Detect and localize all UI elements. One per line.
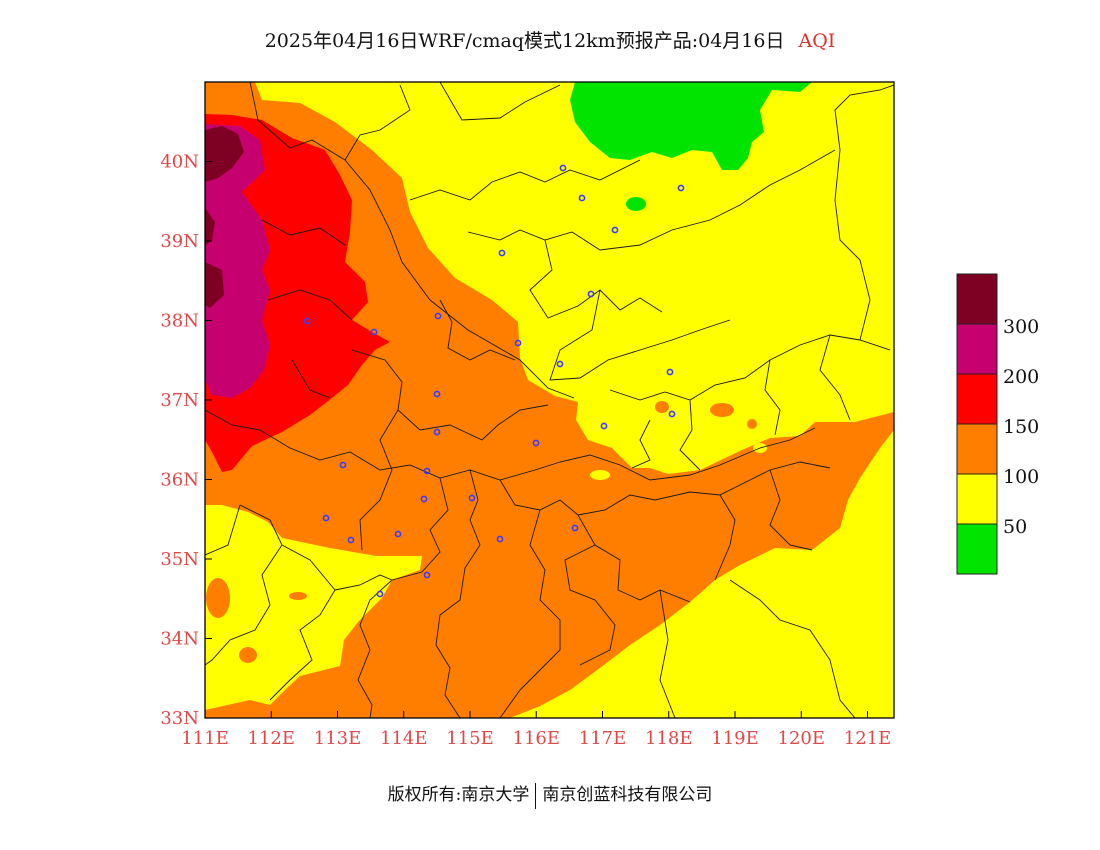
lat-tick-label: 34N	[160, 629, 199, 650]
city-marker	[668, 410, 676, 418]
city-marker	[433, 428, 441, 436]
city-marker	[578, 194, 586, 202]
city-marker	[303, 317, 311, 325]
city-marker	[433, 390, 441, 398]
lat-tick-label: 40N	[160, 152, 199, 173]
aqi-zone-good	[570, 82, 812, 170]
lon-tick-label: 121E	[844, 728, 892, 749]
city-marker	[496, 535, 504, 543]
city-marker	[420, 495, 428, 503]
province-boundaries	[205, 82, 894, 718]
aqi-zone-good-spot	[626, 197, 646, 211]
lon-tick-label: 116E	[513, 728, 561, 749]
city-marker	[423, 571, 431, 579]
map-area	[205, 82, 894, 718]
aqi-legend: 300 200 150 100 50	[956, 273, 1039, 575]
aqi-zone-usg-spot	[239, 647, 257, 663]
copyright-text: 版权所有:南京大学	[387, 785, 530, 805]
aqi-zone-hazardous	[205, 208, 215, 246]
legend-swatch-usg	[957, 424, 997, 474]
lon-tick-label: 120E	[778, 728, 826, 749]
legend-label: 150	[1003, 416, 1039, 438]
city-marker	[376, 590, 384, 598]
product-label: AQI	[798, 30, 836, 52]
lon-tick-label: 115E	[446, 728, 494, 749]
city-marker	[423, 467, 431, 475]
legend-swatch-very-unhealthy	[957, 324, 997, 374]
aqi-zone-usg-spot	[289, 592, 307, 600]
city-marker	[394, 530, 402, 538]
aqi-zone-usg-spot	[710, 403, 734, 417]
lat-tick-label: 37N	[160, 390, 199, 411]
lat-tick-label: 39N	[160, 231, 199, 252]
city-marker	[434, 312, 442, 320]
city-marker	[587, 290, 595, 298]
aqi-zone-moderate-spot	[590, 470, 610, 480]
lon-tick-label: 111E	[181, 728, 229, 749]
city-marker	[322, 514, 330, 522]
company-text: 南京创蓝科技有限公司	[542, 785, 713, 805]
city-marker	[666, 368, 674, 376]
city-marker	[514, 339, 522, 347]
city-marker	[600, 422, 608, 430]
longitude-axis: 111E 112E 113E 114E 115E 116E 117E 118E 119E 120E…	[181, 711, 891, 749]
city-marker	[468, 494, 476, 502]
lat-tick-label: 38N	[160, 311, 199, 332]
lon-tick-label: 114E	[380, 728, 428, 749]
city-marker	[571, 524, 579, 532]
aqi-zone-very-unhealthy	[205, 124, 270, 398]
city-marker	[611, 226, 619, 234]
city-marker	[498, 249, 506, 257]
aqi-zone-usg-spot	[206, 578, 230, 618]
aqi-zone-usg-spot	[747, 419, 757, 429]
city-marker	[370, 328, 378, 336]
aqi-zone-usg-spot	[655, 401, 669, 413]
latitude-axis: 33N 34N 35N 36N 37N 38N 39N 40N	[160, 152, 212, 729]
lon-tick-label: 119E	[711, 728, 759, 749]
lat-tick-label: 36N	[160, 470, 199, 491]
lon-tick-label: 112E	[248, 728, 296, 749]
title-text: 2025年04月16日WRF/cmaq模式12km预报产品:04月16日	[264, 30, 785, 52]
lon-tick-label: 118E	[645, 728, 693, 749]
copyright-footer: 版权所有:南京大学 南京创蓝科技有限公司	[0, 780, 1100, 809]
legend-swatch-moderate	[957, 474, 997, 524]
city-marker	[559, 164, 567, 172]
lat-tick-label: 35N	[160, 549, 199, 570]
legend-label: 100	[1003, 466, 1039, 488]
map-title: 2025年04月16日WRF/cmaq模式12km预报产品:04月16日 AQI	[0, 26, 1100, 53]
city-marker	[347, 536, 355, 544]
legend-label: 200	[1003, 366, 1039, 388]
city-marker	[556, 360, 564, 368]
lon-tick-label: 117E	[579, 728, 627, 749]
city-marker	[677, 184, 685, 192]
aqi-zone-usg	[205, 82, 894, 718]
aqi-zone-hazardous	[205, 126, 244, 182]
aqi-zone-hazardous	[205, 262, 224, 308]
footer-divider	[535, 782, 537, 809]
legend-swatch-good	[957, 524, 997, 574]
city-marker	[532, 439, 540, 447]
legend-swatch-hazardous	[957, 274, 997, 324]
legend-label: 50	[1003, 516, 1027, 538]
city-markers	[303, 164, 685, 598]
city-marker	[339, 461, 347, 469]
lat-tick-label: 33N	[160, 708, 199, 729]
lon-tick-label: 113E	[314, 728, 362, 749]
legend-label: 300	[1003, 316, 1039, 338]
legend-swatch-unhealthy	[957, 374, 997, 424]
